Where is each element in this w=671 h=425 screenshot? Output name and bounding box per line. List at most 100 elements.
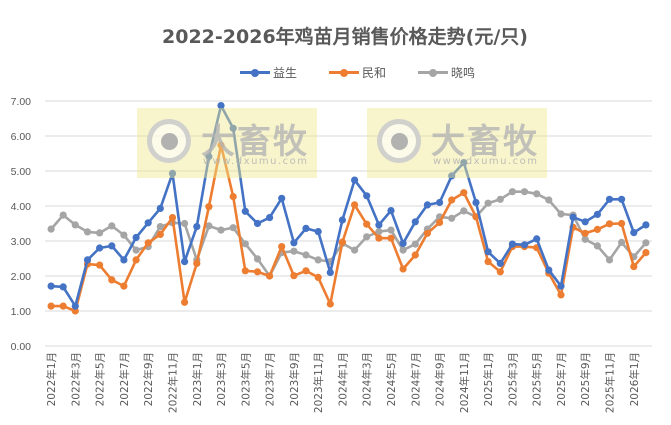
data-point-marker[interactable] — [605, 220, 614, 228]
data-point-marker[interactable] — [278, 243, 286, 251]
data-point-marker[interactable] — [460, 159, 468, 167]
data-point-marker[interactable] — [448, 214, 456, 222]
data-point-marker[interactable] — [338, 216, 346, 224]
data-point-marker[interactable] — [593, 210, 602, 218]
data-point-marker[interactable] — [581, 229, 589, 237]
data-point-marker[interactable] — [205, 203, 213, 211]
data-point-marker[interactable] — [132, 246, 140, 254]
data-point-marker[interactable] — [96, 261, 104, 269]
legend-item-minhe[interactable]: 民和 — [329, 64, 386, 81]
data-point-marker[interactable] — [193, 223, 201, 231]
data-point-marker[interactable] — [533, 235, 541, 243]
data-point-marker[interactable] — [120, 231, 128, 239]
data-point-marker[interactable] — [460, 207, 468, 215]
data-point-marker[interactable] — [448, 196, 456, 204]
data-point-marker[interactable] — [472, 198, 480, 207]
data-point-marker[interactable] — [375, 234, 383, 242]
data-point-marker[interactable] — [168, 169, 177, 177]
data-point-marker[interactable] — [229, 224, 237, 232]
data-point-marker[interactable] — [241, 267, 249, 275]
data-point-marker[interactable] — [326, 268, 334, 277]
data-point-marker[interactable] — [71, 302, 79, 310]
data-point-marker[interactable] — [557, 291, 565, 299]
data-point-marker[interactable] — [156, 223, 164, 231]
data-point-marker[interactable] — [96, 229, 104, 237]
data-point-marker[interactable] — [241, 207, 249, 215]
data-point-marker[interactable] — [47, 225, 55, 233]
data-point-marker[interactable] — [533, 190, 541, 198]
data-point-marker[interactable] — [508, 188, 516, 196]
data-point-marker[interactable] — [108, 222, 116, 230]
data-point-marker[interactable] — [642, 239, 650, 247]
data-point-marker[interactable] — [193, 259, 201, 267]
data-point-marker[interactable] — [144, 219, 152, 227]
data-point-marker[interactable] — [59, 283, 67, 291]
data-point-marker[interactable] — [593, 242, 602, 250]
data-point-marker[interactable] — [229, 124, 237, 132]
data-point-marker[interactable] — [181, 298, 189, 306]
data-point-marker[interactable] — [47, 302, 55, 310]
data-point-marker[interactable] — [605, 256, 614, 264]
data-point-marker[interactable] — [302, 224, 310, 232]
data-point-marker[interactable] — [108, 242, 116, 250]
data-point-marker[interactable] — [302, 251, 310, 259]
data-point-marker[interactable] — [168, 214, 177, 222]
data-point-marker[interactable] — [108, 276, 116, 284]
data-point-marker[interactable] — [96, 244, 104, 252]
data-point-marker[interactable] — [326, 300, 334, 308]
data-point-marker[interactable] — [156, 204, 164, 212]
data-point-marker[interactable] — [399, 239, 407, 247]
data-point-marker[interactable] — [484, 199, 492, 207]
data-point-marker[interactable] — [520, 241, 529, 249]
data-point-marker[interactable] — [423, 229, 431, 237]
data-point-marker[interactable] — [351, 246, 359, 254]
data-point-marker[interactable] — [217, 102, 225, 110]
data-point-marker[interactable] — [363, 233, 371, 241]
data-point-marker[interactable] — [630, 263, 638, 271]
legend-item-yisheng[interactable]: 益生 — [240, 64, 297, 81]
data-point-marker[interactable] — [630, 229, 638, 237]
data-point-marker[interactable] — [411, 240, 419, 248]
data-point-marker[interactable] — [363, 220, 371, 228]
data-point-marker[interactable] — [436, 198, 444, 207]
data-point-marker[interactable] — [241, 240, 249, 248]
data-point-marker[interactable] — [338, 238, 346, 246]
data-point-marker[interactable] — [217, 226, 225, 234]
data-point-marker[interactable] — [83, 256, 92, 264]
data-point-marker[interactable] — [387, 234, 395, 242]
data-point-marker[interactable] — [460, 189, 468, 197]
data-point-marker[interactable] — [181, 219, 189, 228]
data-point-marker[interactable] — [83, 228, 92, 236]
data-point-marker[interactable] — [387, 226, 395, 234]
data-point-marker[interactable] — [156, 230, 164, 238]
data-point-marker[interactable] — [618, 219, 626, 228]
data-point-marker[interactable] — [508, 240, 516, 248]
data-point-marker[interactable] — [59, 211, 67, 219]
data-point-marker[interactable] — [545, 266, 553, 274]
data-point-marker[interactable] — [399, 246, 407, 254]
data-point-marker[interactable] — [144, 239, 152, 247]
legend-item-xiaoming[interactable]: 晓鸣 — [418, 64, 475, 81]
data-point-marker[interactable] — [290, 239, 298, 247]
data-point-marker[interactable] — [253, 219, 262, 228]
data-point-marker[interactable] — [229, 193, 237, 201]
data-point-marker[interactable] — [132, 233, 140, 242]
data-point-marker[interactable] — [545, 196, 553, 204]
data-point-marker[interactable] — [47, 282, 55, 290]
data-point-marker[interactable] — [71, 221, 79, 229]
data-point-marker[interactable] — [484, 258, 492, 266]
data-point-marker[interactable] — [436, 218, 444, 227]
data-point-marker[interactable] — [59, 302, 67, 310]
data-point-marker[interactable] — [181, 258, 189, 266]
data-point-marker[interactable] — [205, 222, 213, 230]
data-point-marker[interactable] — [605, 195, 614, 203]
data-point-marker[interactable] — [520, 188, 529, 196]
data-point-marker[interactable] — [132, 256, 140, 264]
data-point-marker[interactable] — [314, 256, 322, 264]
data-point-marker[interactable] — [253, 255, 262, 263]
data-point-marker[interactable] — [120, 282, 128, 290]
data-point-marker[interactable] — [411, 218, 419, 226]
data-point-marker[interactable] — [484, 248, 492, 256]
data-point-marker[interactable] — [642, 221, 650, 229]
data-point-marker[interactable] — [290, 272, 298, 280]
